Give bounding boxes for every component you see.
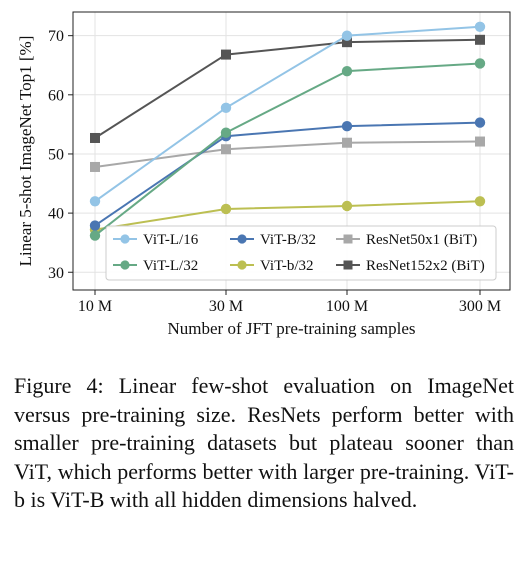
data-point <box>89 196 101 207</box>
x-tick-label: 10 M <box>78 298 112 315</box>
x-tick-label: 300 M <box>459 298 501 315</box>
legend-item-vit-b-32: ViT-b/32 <box>230 258 314 274</box>
data-point <box>475 34 485 45</box>
figure-caption: Figure 4: Linear few-shot evaluation on … <box>14 373 514 512</box>
y-axis-ticks: 30 40 50 60 70 <box>48 28 73 282</box>
series-vit-b-32 <box>89 117 486 231</box>
series-line <box>94 25 481 203</box>
data-point <box>89 220 101 231</box>
y-tick-label: 60 <box>48 87 64 104</box>
data-point <box>90 161 100 172</box>
legend-swatch-marker <box>237 260 247 270</box>
legend-item-vit-l-16: ViT-L/16 <box>113 232 199 248</box>
x-axis-title: Number of JFT pre-training samples <box>167 319 415 338</box>
legend-label: ViT-B/32 <box>260 232 316 248</box>
chart-figure: 10 M 30 M 100 M 300 M 30 40 50 60 70 Number of … <box>16 11 511 338</box>
data-point <box>221 49 231 60</box>
data-point <box>342 37 352 48</box>
data-point <box>474 58 486 69</box>
legend-swatch-marker <box>120 260 130 270</box>
data-point <box>341 65 353 77</box>
x-axis-ticks: 10 M 30 M 100 M 300 M <box>78 290 501 315</box>
series-resnet50x1-bit <box>90 136 485 172</box>
data-point <box>474 196 486 207</box>
legend: ViT-L/16 ViT-B/32 ResNet50x1 (BiT) ViT-L/32… <box>105 225 497 281</box>
y-tick-label: 40 <box>48 206 64 223</box>
y-axis-title: Linear 5-shot ImageNet Top1 [%] <box>16 36 35 267</box>
y-tick-label: 50 <box>48 146 64 163</box>
series-vit-l-16 <box>89 21 486 207</box>
data-point <box>341 120 353 132</box>
legend-label: ViT-b/32 <box>260 258 314 274</box>
plot-frame <box>72 11 511 291</box>
series-line <box>94 121 481 227</box>
legend-item-vit-b-32: ViT-B/32 <box>230 232 316 248</box>
legend-item-resnet50x1-bit: ResNet50x1 (BiT) <box>336 232 477 248</box>
data-point <box>341 200 353 212</box>
legend-swatch-marker <box>343 234 353 244</box>
data-point <box>220 127 232 138</box>
legend-label: ViT-L/16 <box>143 232 199 248</box>
series-line <box>94 140 481 168</box>
series-line <box>94 200 481 231</box>
data-point <box>221 144 231 155</box>
legend-label: ResNet152x2 (BiT) <box>366 258 485 274</box>
legend-swatch-marker <box>120 234 130 244</box>
series-line <box>94 38 481 139</box>
legend-label: ResNet50x1 (BiT) <box>366 232 477 248</box>
data-point <box>220 102 232 114</box>
data-point <box>220 203 232 215</box>
data-point <box>342 137 352 148</box>
legend-box <box>105 225 497 281</box>
line-chart: 10 M 30 M 100 M 300 M 30 40 50 60 70 Number of … <box>16 11 511 338</box>
legend-item-resnet152x2-bit: ResNet152x2 (BiT) <box>336 258 485 274</box>
data-point <box>475 136 485 147</box>
legend-item-vit-l-32: ViT-L/32 <box>113 258 198 274</box>
data-point <box>90 132 100 143</box>
data-point <box>341 30 353 41</box>
x-tick-label: 30 M <box>209 298 243 315</box>
data-point <box>474 21 486 32</box>
series-lines <box>89 21 486 241</box>
gridlines <box>73 12 510 290</box>
data-point <box>89 230 101 241</box>
legend-label: ViT-L/32 <box>143 258 198 274</box>
x-tick-label: 100 M <box>326 298 368 315</box>
series-line <box>94 62 481 237</box>
series-resnet152x2-bit <box>90 34 485 143</box>
data-point <box>474 117 486 128</box>
legend-swatch-marker <box>237 234 247 244</box>
legend-swatch-marker <box>343 260 353 270</box>
y-tick-label: 30 <box>48 265 64 282</box>
series-vit-l-32 <box>89 58 486 241</box>
y-tick-label: 70 <box>48 28 64 45</box>
